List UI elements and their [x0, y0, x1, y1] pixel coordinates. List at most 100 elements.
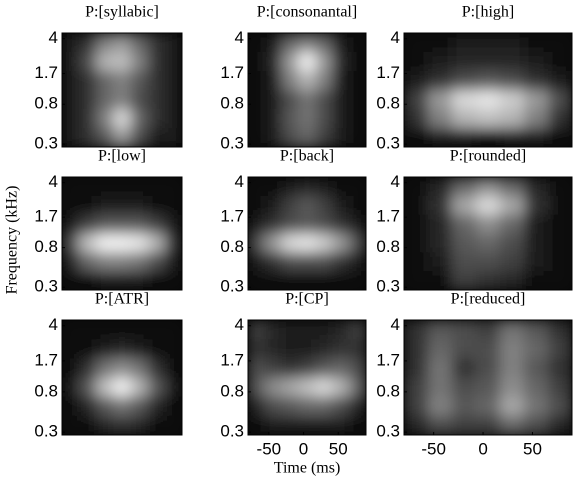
heatmap-cell: [349, 377, 366, 398]
heatmap-cell: [113, 71, 132, 91]
y-tick-label: 4: [391, 172, 400, 191]
heatmap-cell: [147, 214, 166, 234]
heatmap-cell: [428, 271, 453, 290]
heatmap-cell: [476, 339, 501, 359]
heatmap-cell: [164, 396, 182, 417]
y-tick-label: 0.8: [220, 237, 244, 256]
heatmap-cell: [130, 109, 149, 129]
heatmap-cell: [281, 177, 300, 197]
heatmap-cell: [332, 33, 350, 53]
heatmap-cell: [264, 339, 283, 359]
heatmap-cell: [264, 52, 283, 72]
heatmap-cell: [62, 339, 80, 359]
heatmap-cell: [349, 339, 366, 359]
heatmap-cell: [113, 195, 132, 216]
heatmap-cell: [332, 339, 350, 359]
heatmap-cell: [315, 320, 333, 340]
heatmap-cell: [452, 71, 477, 91]
y-tick-label: 1.7: [220, 63, 244, 82]
heatmap-cell: [500, 33, 525, 53]
panel-frame: [61, 319, 183, 436]
heatmap-cell: [164, 233, 182, 253]
heatmap-cell: [349, 396, 366, 417]
heatmap-cell: [281, 71, 300, 91]
heatmap-cell: [349, 320, 366, 340]
heatmap-cell: [62, 233, 80, 253]
heatmap-cell: [428, 339, 453, 359]
panel-frame: [403, 176, 573, 291]
heatmap-cell: [248, 377, 266, 398]
heatmap-cell: [164, 415, 182, 435]
heatmap-cell: [476, 252, 501, 272]
y-tick-label: 0.3: [376, 422, 400, 441]
heatmap-cell: [524, 128, 549, 147]
heatmap-cell: [428, 396, 453, 417]
heatmap-cell: [62, 195, 80, 216]
heatmap-cell: [130, 90, 149, 110]
heatmap-cell: [96, 252, 114, 272]
heatmap-cell: [264, 252, 283, 272]
heatmap-cell: [349, 71, 366, 91]
heatmap-cell: [428, 233, 453, 253]
heatmap-cell: [315, 415, 333, 435]
heatmap: [62, 177, 182, 290]
heatmap-cell: [404, 233, 429, 253]
heatmap-cell: [281, 339, 300, 359]
heatmap-cell: [332, 128, 350, 147]
heatmap-cell: [349, 195, 366, 216]
heatmap-cell: [349, 252, 366, 272]
heatmap-cell: [79, 214, 97, 234]
heatmap-cell: [281, 233, 300, 253]
heatmap-cell: [79, 377, 97, 398]
heatmap-cell: [404, 109, 429, 129]
heatmap-cell: [548, 128, 572, 147]
heatmap-cell: [147, 415, 166, 435]
heatmap-cell: [298, 214, 316, 234]
heatmap-cell: [349, 109, 366, 129]
heatmap-cell: [62, 109, 80, 129]
heatmap-cell: [113, 90, 132, 110]
heatmap-cell: [548, 396, 572, 417]
panel-title: P:[back]: [280, 148, 334, 165]
heatmap-cell: [315, 109, 333, 129]
heatmap-cell: [164, 320, 182, 340]
heatmap-cell: [248, 271, 266, 290]
x-tick-label: -50: [257, 439, 282, 458]
y-tick-label: 0.8: [220, 94, 244, 113]
heatmap-cell: [147, 33, 166, 53]
y-tick-label: 0.8: [220, 381, 244, 400]
heatmap-cell: [524, 233, 549, 253]
heatmap-cell: [349, 233, 366, 253]
heatmap-cell: [476, 177, 501, 197]
heatmap-cell: [113, 396, 132, 417]
heatmap-cell: [79, 90, 97, 110]
heatmap: [404, 177, 572, 290]
y-tick-label: 0.8: [34, 381, 58, 400]
heatmap-cell: [298, 415, 316, 435]
heatmap-cell: [349, 214, 366, 234]
heatmap-cell: [548, 358, 572, 378]
heatmap-cell: [248, 90, 266, 110]
heatmap-cell: [476, 320, 501, 340]
heatmap-cell: [524, 109, 549, 129]
panel-frame: [403, 32, 573, 148]
heatmap-cell: [548, 377, 572, 398]
heatmap-cell: [281, 377, 300, 398]
heatmap-cell: [524, 214, 549, 234]
heatmap-cell: [281, 128, 300, 147]
heatmap-cell: [62, 52, 80, 72]
x-tick-label: 0: [299, 439, 308, 458]
heatmap-cells: [62, 33, 182, 147]
y-tick-label: 0.8: [376, 381, 400, 400]
heatmap-cell: [524, 358, 549, 378]
heatmap-cell: [264, 214, 283, 234]
heatmap-cell: [315, 33, 333, 53]
heatmap-cell: [332, 252, 350, 272]
heatmap-cell: [548, 320, 572, 340]
heatmap-cell: [147, 377, 166, 398]
heatmap-cell: [96, 320, 114, 340]
heatmap-cell: [452, 415, 477, 435]
x-tick-label: 50: [523, 439, 542, 458]
heatmap-cell: [332, 271, 350, 290]
heatmap-cell: [500, 195, 525, 216]
